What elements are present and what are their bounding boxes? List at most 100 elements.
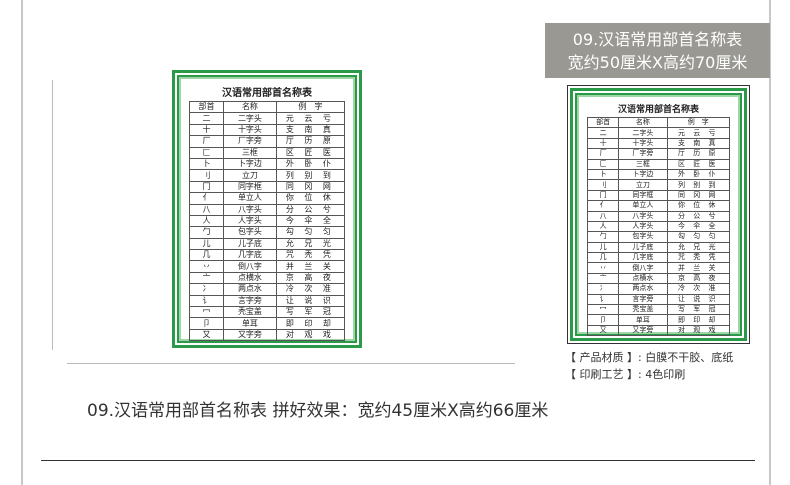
table-row: 厂厂字旁厅 历 原	[586, 148, 730, 160]
size-banner: 09.汉语常用部首名称表 宽约50厘米X高约70厘米	[545, 23, 770, 78]
cell-examples: 勾 匀 匀	[666, 231, 730, 243]
cell-examples: 分 公 兮	[666, 210, 730, 222]
cell-examples: 对 观 戏	[666, 324, 730, 337]
cell-radical: 卩	[586, 314, 620, 326]
table-row: 二二字头元 云 亏	[188, 112, 346, 125]
cell-radical: 冫	[188, 283, 225, 296]
cell-radical: 又	[586, 324, 620, 337]
cell-radical: 厂	[188, 135, 225, 148]
cell-name: 儿子底	[223, 237, 277, 251]
cell-name: 又字旁	[223, 328, 277, 342]
table-header: 部首 名称例 字	[188, 100, 346, 114]
radical-table: 部首 名称例 字二二字头元 云 亏十十字头支 南 真厂厂字旁厅 历 原匚三框区 匠…	[586, 116, 730, 337]
cell-examples: 同 冈 网	[666, 189, 730, 202]
table-row: 又又字旁对 观 戏	[188, 328, 346, 342]
cell-radical: 卩	[188, 317, 225, 330]
column-header: 例 字	[666, 116, 730, 129]
cell-name: 八字头	[223, 203, 277, 216]
cell-radical: 亠	[188, 271, 225, 285]
cell-examples: 允 兄 光	[666, 241, 730, 254]
table-row: 勹包字头勾 匀 匀	[586, 231, 730, 243]
table-row: 又又字旁对 观 戏	[586, 324, 730, 337]
table-row: 八八字头分 公 兮	[188, 203, 346, 216]
cell-examples: 厅 历 原	[666, 148, 730, 160]
column-header: 部首	[188, 100, 225, 114]
cell-examples: 外 卧 仆	[275, 157, 346, 171]
cell-name: 单立人	[223, 192, 277, 205]
cell-radical: 几	[188, 249, 225, 262]
printing-info: 【 印刷工艺 】: 4色印刷	[565, 368, 686, 381]
cell-name: 点横水	[223, 271, 277, 285]
cell-name: 言字旁	[223, 294, 277, 308]
table-row: 勹包字头勾 匀 匀	[188, 226, 346, 239]
cell-name: 同字框	[223, 180, 277, 194]
cell-radical: 亻	[586, 200, 620, 212]
table-row: 匚三框区 匠 医	[586, 158, 730, 170]
cell-radical: 勹	[188, 226, 225, 239]
table-header: 部首 名称例 字	[586, 116, 730, 129]
table-row: 人人字头今 伞 全	[188, 214, 346, 228]
cell-examples: 让 说 识	[666, 293, 730, 306]
cell-name: 十字头	[223, 123, 277, 137]
divider-left	[52, 80, 53, 350]
material-info: 【 产品材质 】: 白膜不干胶、底纸	[565, 351, 734, 364]
poster-title: 汉语常用部首名称表	[222, 88, 312, 99]
table-row: 匚三框区 匠 医	[188, 146, 346, 159]
cell-examples: 分 公 兮	[275, 203, 346, 216]
cell-radical: 匚	[586, 158, 620, 170]
table-row: 亠点横水京 高 夜	[188, 271, 346, 285]
cell-examples: 厅 历 原	[275, 135, 346, 148]
table-row: 丷倒八字并 兰 关	[188, 260, 346, 273]
cell-examples: 并 兰 关	[275, 260, 346, 273]
poster-assembled: 汉语常用部首名称表 部首 名称例 字二二字头元 云 亏十十字头支 南 真厂厂字旁厅 …	[172, 70, 362, 348]
cell-radical: 人	[586, 220, 620, 233]
cell-name: 包字头	[618, 231, 668, 243]
cell-radical: 卜	[586, 168, 620, 181]
table-row: 二二字头元 云 亏	[586, 127, 730, 139]
cell-radical: 又	[188, 328, 225, 342]
cell-radical: 丷	[188, 260, 225, 273]
cell-name: 卜字边	[223, 157, 277, 171]
banner-size: 宽约50厘米X高约70厘米	[567, 53, 748, 72]
cell-examples: 写 军 冠	[275, 306, 346, 319]
poster-title: 汉语常用部首名称表	[617, 105, 699, 115]
cell-name: 倒八字	[223, 260, 277, 273]
cell-name: 单立人	[618, 200, 668, 212]
cell-name: 厂字旁	[223, 135, 277, 148]
poster-preview: 汉语常用部首名称表 部首 名称例 字二二字头元 云 亏十十字头支 南 真厂厂字旁厅 …	[570, 88, 747, 341]
poster-preview-frame: 汉语常用部首名称表 部首 名称例 字二二字头元 云 亏十十字头支 南 真厂厂字旁厅 …	[567, 85, 750, 344]
cell-name: 二字头	[223, 112, 277, 125]
page-border-left	[21, 0, 23, 485]
cell-name: 几字底	[618, 252, 668, 264]
cell-name: 同字框	[618, 189, 668, 202]
table-row: 冂同字框同 冈 网	[188, 180, 346, 194]
table-row: 卜卜字边外 卧 仆	[188, 157, 346, 171]
table-row: 八八字头分 公 兮	[586, 210, 730, 222]
cell-name: 卜字边	[618, 168, 668, 181]
cell-examples: 支 南 真	[275, 123, 346, 137]
cell-radical: 人	[188, 214, 225, 228]
cell-examples: 你 位 休	[666, 200, 730, 212]
table-row: 儿儿子底允 兄 光	[188, 237, 346, 251]
column-header: 名称	[223, 100, 277, 114]
cell-examples: 冷 次 准	[666, 283, 730, 295]
cell-radical: 冫	[586, 283, 620, 295]
table-row: 卩单耳即 印 却	[586, 314, 730, 326]
table-row: 几几字底咒 秃 凭	[586, 252, 730, 264]
cell-radical: 十	[188, 123, 225, 137]
cell-examples: 对 观 戏	[275, 328, 346, 342]
cell-radical: 儿	[188, 237, 225, 251]
cell-examples: 勾 匀 匀	[275, 226, 346, 239]
cell-radical: 八	[586, 210, 620, 222]
cell-examples: 列 别 到	[666, 179, 730, 191]
divider-mid	[67, 363, 515, 364]
cell-examples: 并 兰 关	[666, 262, 730, 274]
cell-radical: 冂	[188, 180, 225, 194]
cell-radical: 勹	[586, 231, 620, 243]
table-row: 厂厂字旁厅 历 原	[188, 135, 346, 148]
table-row: 十十字头支 南 真	[188, 123, 346, 137]
table-row: 讠言字旁让 说 识	[586, 293, 730, 306]
cell-name: 十字头	[618, 137, 668, 150]
cell-examples: 区 匠 医	[666, 158, 730, 170]
table-row: 冫两点水冷 次 准	[188, 283, 346, 296]
